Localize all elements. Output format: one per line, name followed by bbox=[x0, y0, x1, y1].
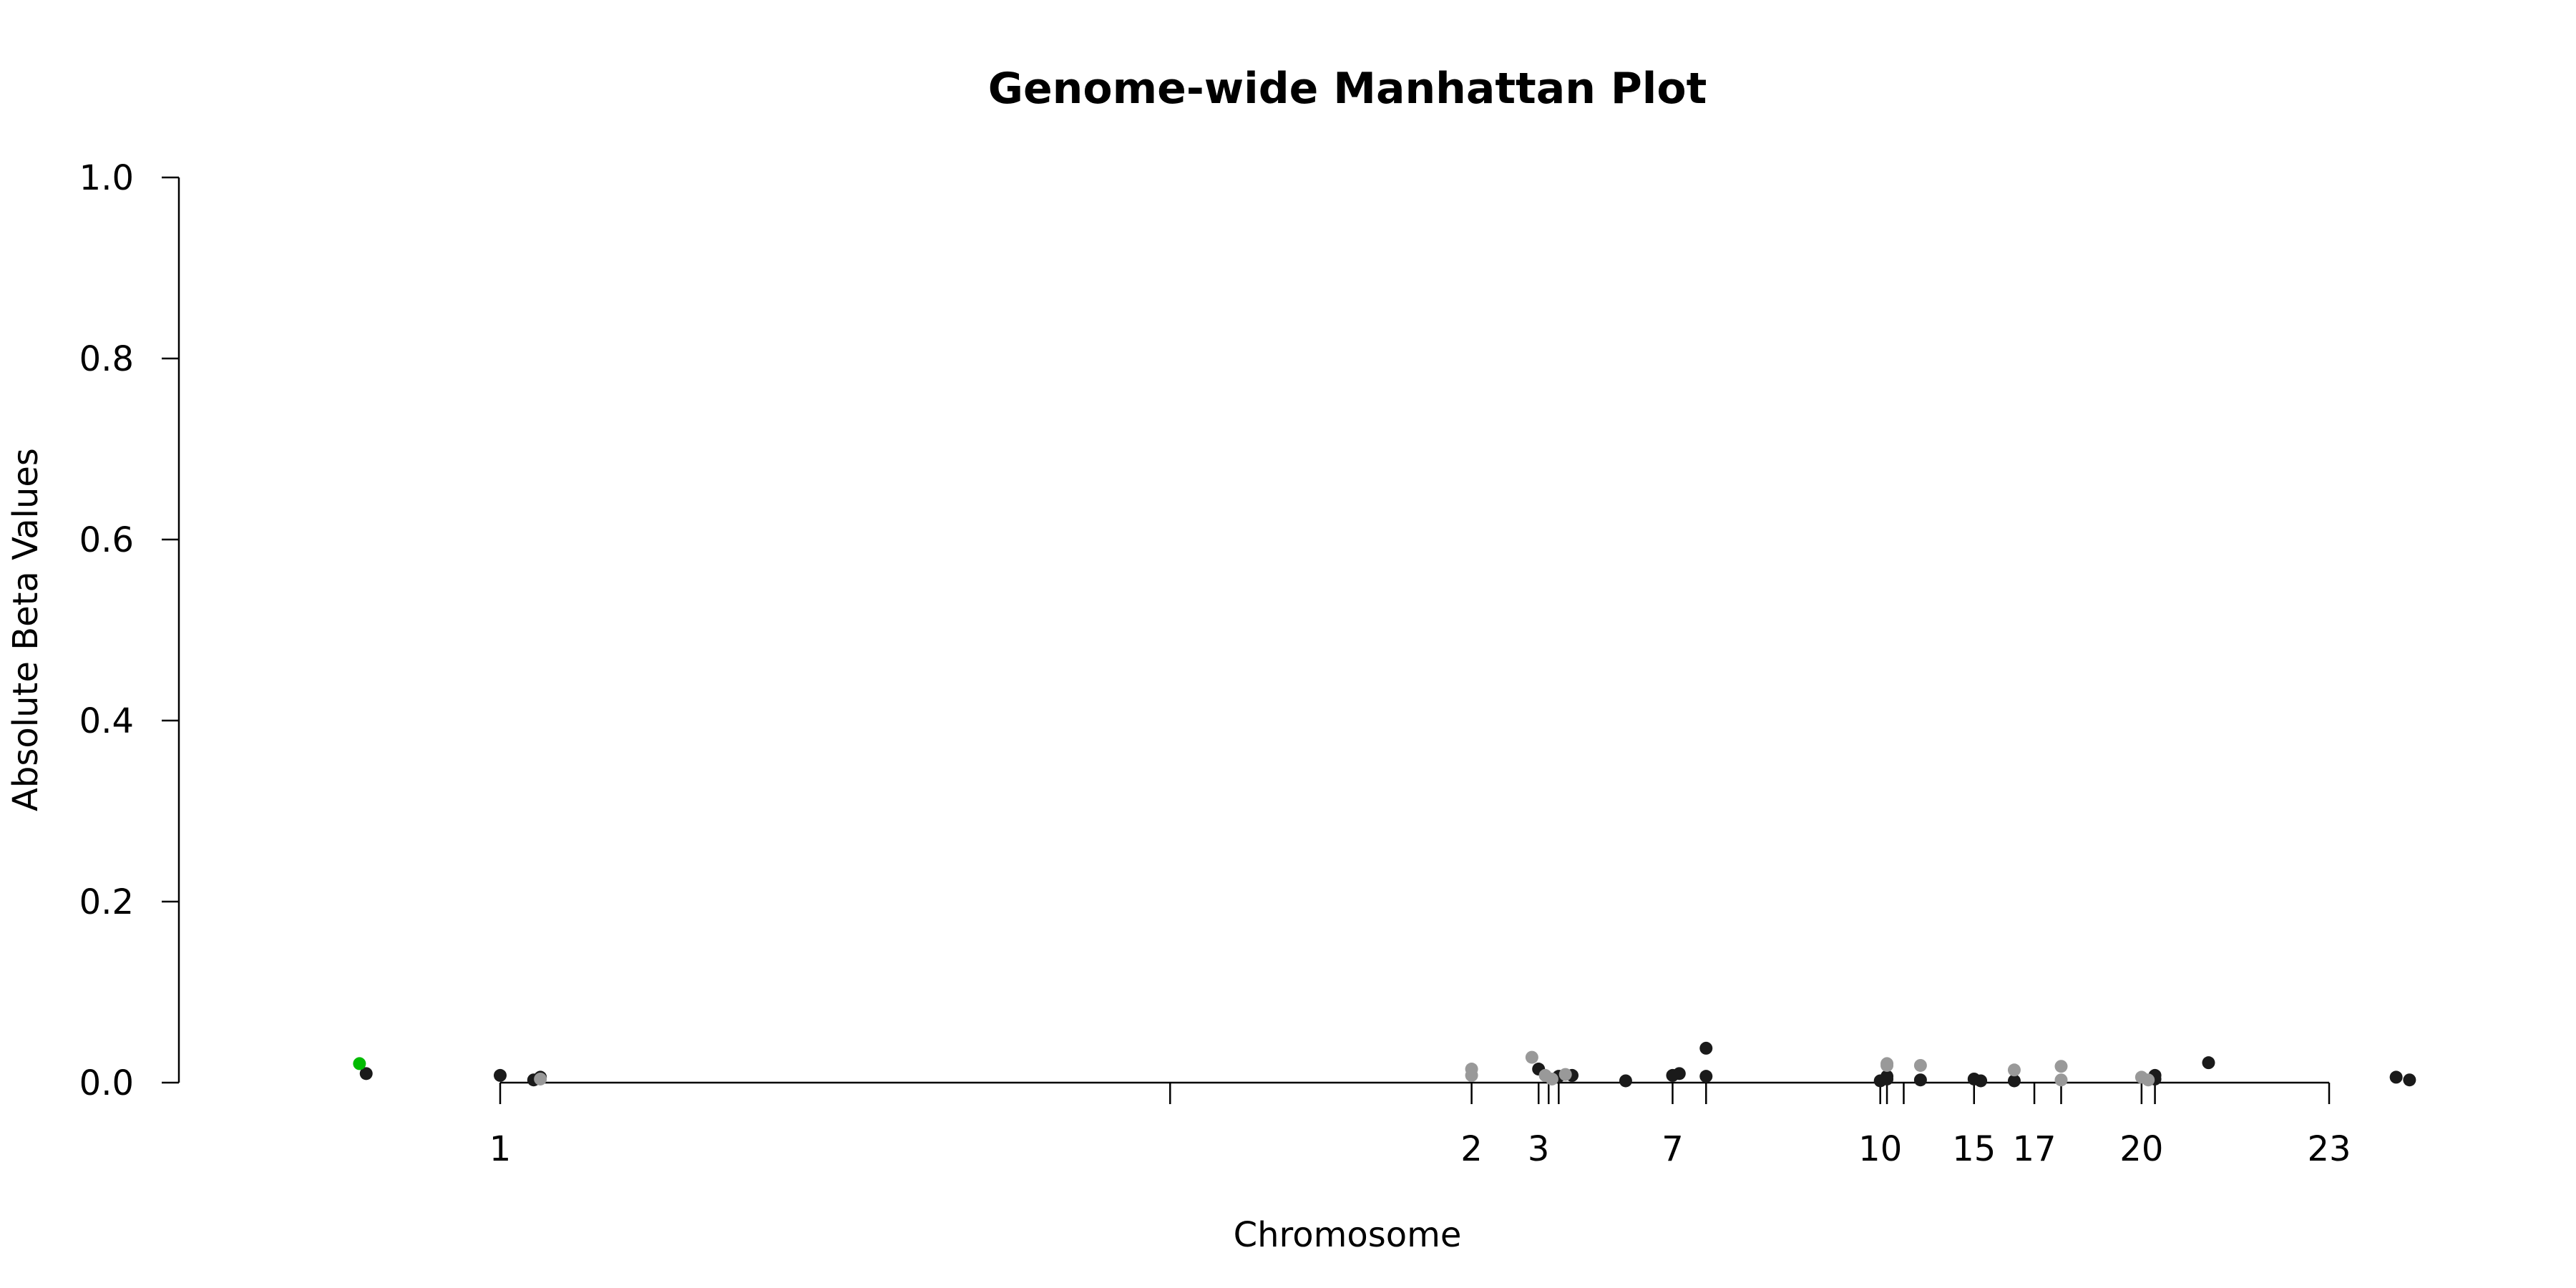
x-tick-label: 20 bbox=[2119, 1129, 2163, 1169]
data-point bbox=[359, 1067, 373, 1080]
data-point bbox=[534, 1072, 547, 1085]
data-point bbox=[2403, 1073, 2416, 1087]
data-point bbox=[1558, 1068, 1572, 1081]
data-point bbox=[1672, 1067, 1686, 1080]
data-point bbox=[1465, 1068, 1478, 1082]
data-point bbox=[1699, 1070, 1713, 1083]
data-point bbox=[2054, 1060, 2068, 1073]
data-point bbox=[2054, 1073, 2068, 1087]
data-point bbox=[494, 1068, 507, 1082]
x-tick-label: 15 bbox=[1952, 1129, 1996, 1169]
data-point bbox=[1619, 1074, 1632, 1088]
data-point bbox=[1545, 1072, 1558, 1085]
x-tick-label: 2 bbox=[1460, 1129, 1483, 1169]
y-tick-label: 0.4 bbox=[79, 701, 134, 741]
data-point bbox=[1880, 1058, 1894, 1072]
highlighted-point bbox=[353, 1057, 366, 1070]
x-axis-label: Chromosome bbox=[1234, 1215, 1462, 1255]
data-point bbox=[1974, 1074, 1988, 1088]
data-point bbox=[2007, 1063, 2021, 1077]
data-point bbox=[1699, 1041, 1713, 1055]
y-tick-label: 0.0 bbox=[79, 1063, 134, 1103]
data-point bbox=[1913, 1058, 1927, 1072]
data-points bbox=[353, 1041, 2416, 1088]
y-tick-label: 0.6 bbox=[79, 520, 134, 560]
data-point bbox=[1525, 1050, 1538, 1064]
y-tick-label: 0.8 bbox=[79, 339, 134, 379]
x-tick-label: 3 bbox=[1528, 1129, 1550, 1169]
data-point bbox=[2389, 1070, 2403, 1084]
y-tick-label: 0.2 bbox=[79, 882, 134, 922]
x-axis: 1 2 3 7 10 15 17 20 23 bbox=[489, 1081, 2351, 1169]
x-tick-label: 17 bbox=[2013, 1129, 2057, 1169]
data-point bbox=[1913, 1073, 1927, 1087]
x-tick-label: 10 bbox=[1858, 1129, 1902, 1169]
x-tick-label: 1 bbox=[489, 1129, 512, 1169]
y-tick-label: 1.0 bbox=[79, 158, 134, 198]
data-point bbox=[2142, 1073, 2155, 1087]
x-tick-label: 7 bbox=[1662, 1129, 1684, 1169]
data-point bbox=[2007, 1074, 2021, 1088]
y-axis: 0.0 0.2 0.4 0.6 0.8 1.0 bbox=[79, 158, 180, 1103]
y-axis-label: Absolute Beta Values bbox=[6, 448, 46, 811]
chart-title: Genome-wide Manhattan Plot bbox=[988, 64, 1707, 114]
data-point bbox=[2202, 1056, 2215, 1070]
x-tick-label: 23 bbox=[2307, 1129, 2351, 1169]
data-point bbox=[1880, 1070, 1894, 1083]
